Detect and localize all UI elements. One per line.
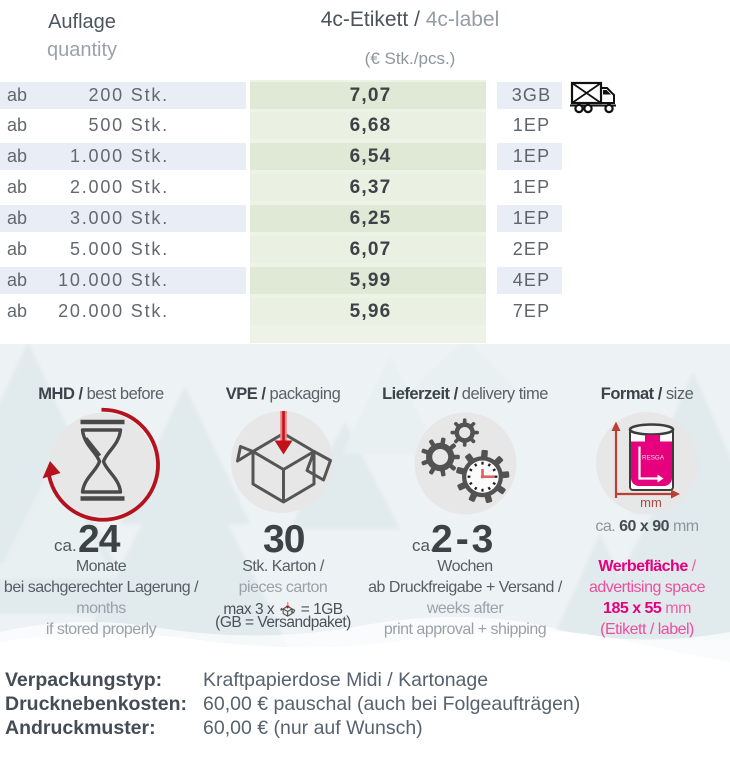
svg-text:RESGA: RESGA xyxy=(642,455,665,462)
svg-text:mm: mm xyxy=(640,495,662,510)
